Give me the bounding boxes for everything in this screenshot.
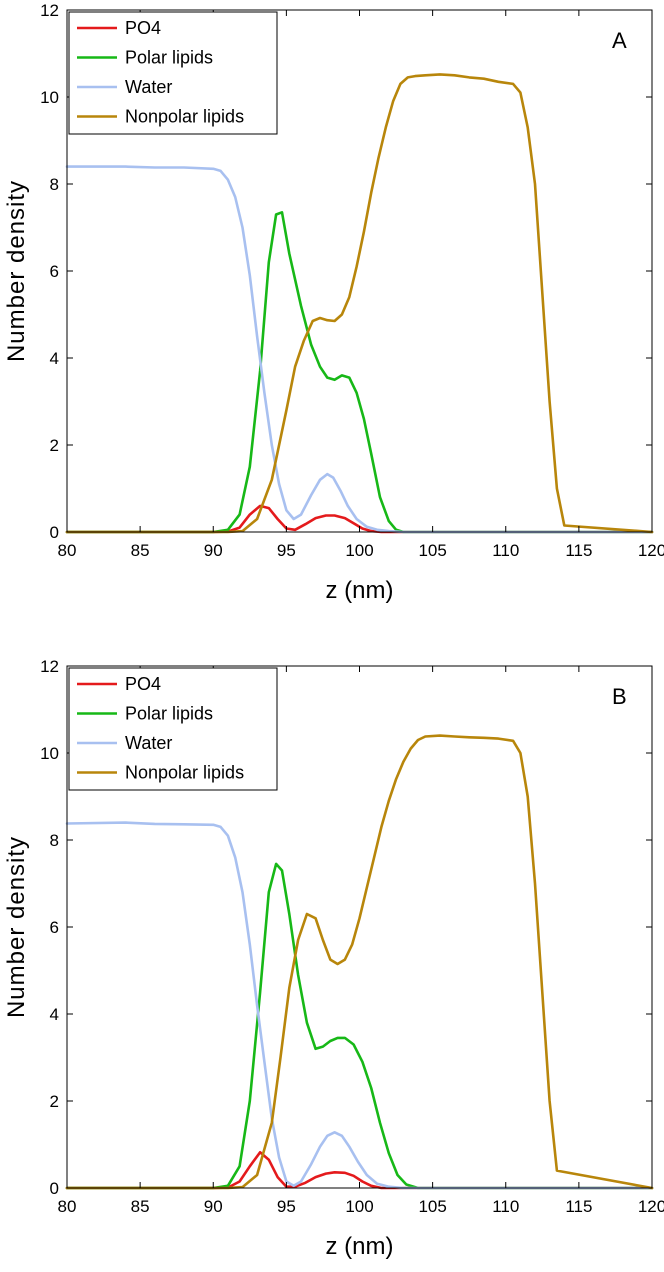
legend-label: PO4 (125, 18, 161, 38)
legend-box (68, 11, 278, 135)
series-line-nonpolar-lipids (65, 73, 654, 534)
y-tick-label: 12 (40, 1, 59, 20)
x-tick-label: 105 (418, 1197, 446, 1216)
legend-label: Nonpolar lipids (125, 763, 244, 783)
legend-label: Water (125, 733, 172, 753)
y-tick-label: 10 (40, 88, 59, 107)
x-tick-label: 85 (131, 1197, 150, 1216)
x-tick-label: 120 (638, 541, 664, 560)
series-line-water (65, 165, 654, 534)
x-tick-label: 115 (565, 1197, 592, 1216)
legend: PO4 Polar lipids Water Nonpolar lipids (68, 667, 278, 791)
y-axis-label: Number density (3, 836, 30, 1018)
series-line-water (65, 821, 654, 1190)
y-tick-label: 4 (50, 349, 59, 368)
legend-label: Polar lipids (125, 704, 213, 724)
y-tick-label: 2 (50, 1092, 59, 1111)
y-tick-label: 4 (50, 1005, 59, 1024)
y-tick-label: 10 (40, 744, 59, 763)
y-axis-label: Number density (3, 180, 30, 362)
x-axis-label: z (nm) (326, 577, 394, 604)
series-line-po4 (65, 1151, 654, 1190)
x-tick-label: 100 (345, 1197, 373, 1216)
x-tick-label: 110 (492, 541, 519, 560)
legend-label: Nonpolar lipids (125, 107, 244, 127)
x-tick-label: 120 (638, 1197, 664, 1216)
y-tick-label: 6 (50, 918, 59, 937)
legend-box (68, 667, 278, 791)
x-tick-label: 95 (277, 541, 296, 560)
x-tick-label: 90 (204, 1197, 223, 1216)
legend-label: Water (125, 77, 172, 97)
chart-panel-a: 80 85 90 95 100 105 110 115 120 0 2 4 6 8 10 12 z (nm) Nu… (3, 1, 664, 604)
y-tick-label: 0 (50, 1179, 59, 1198)
legend-label: Polar lipids (125, 48, 213, 68)
x-tick-label: 115 (565, 541, 592, 560)
legend: PO4 Polar lipids Water Nonpolar lipids (68, 11, 278, 135)
x-tick-label: 105 (418, 541, 446, 560)
x-tick-label: 80 (58, 541, 77, 560)
x-tick-label: 90 (204, 541, 223, 560)
x-tick-label: 100 (345, 541, 373, 560)
series-line-nonpolar-lipids (65, 734, 654, 1190)
y-tick-label: 0 (50, 523, 59, 542)
y-tick-label: 12 (40, 657, 59, 676)
y-tick-label: 8 (50, 831, 59, 850)
y-tick-label: 8 (50, 175, 59, 194)
x-tick-label: 95 (277, 1197, 296, 1216)
legend-label: PO4 (125, 674, 161, 694)
series-line-po4 (65, 504, 654, 534)
panel-label: B (612, 684, 627, 709)
x-tick-label: 80 (58, 1197, 77, 1216)
panel-label: A (612, 28, 627, 53)
x-axis-label: z (nm) (326, 1233, 394, 1260)
x-tick-label: 110 (492, 1197, 519, 1216)
y-tick-label: 6 (50, 262, 59, 281)
x-tick-label: 85 (131, 541, 150, 560)
chart-panel-b: 80 85 90 95 100 105 110 115 120 0 2 4 6 8 10 12 z (nm) Nu… (3, 657, 664, 1260)
series-line-polar-lipids (65, 211, 654, 534)
series-line-polar-lipids (65, 862, 654, 1190)
y-tick-label: 2 (50, 436, 59, 455)
